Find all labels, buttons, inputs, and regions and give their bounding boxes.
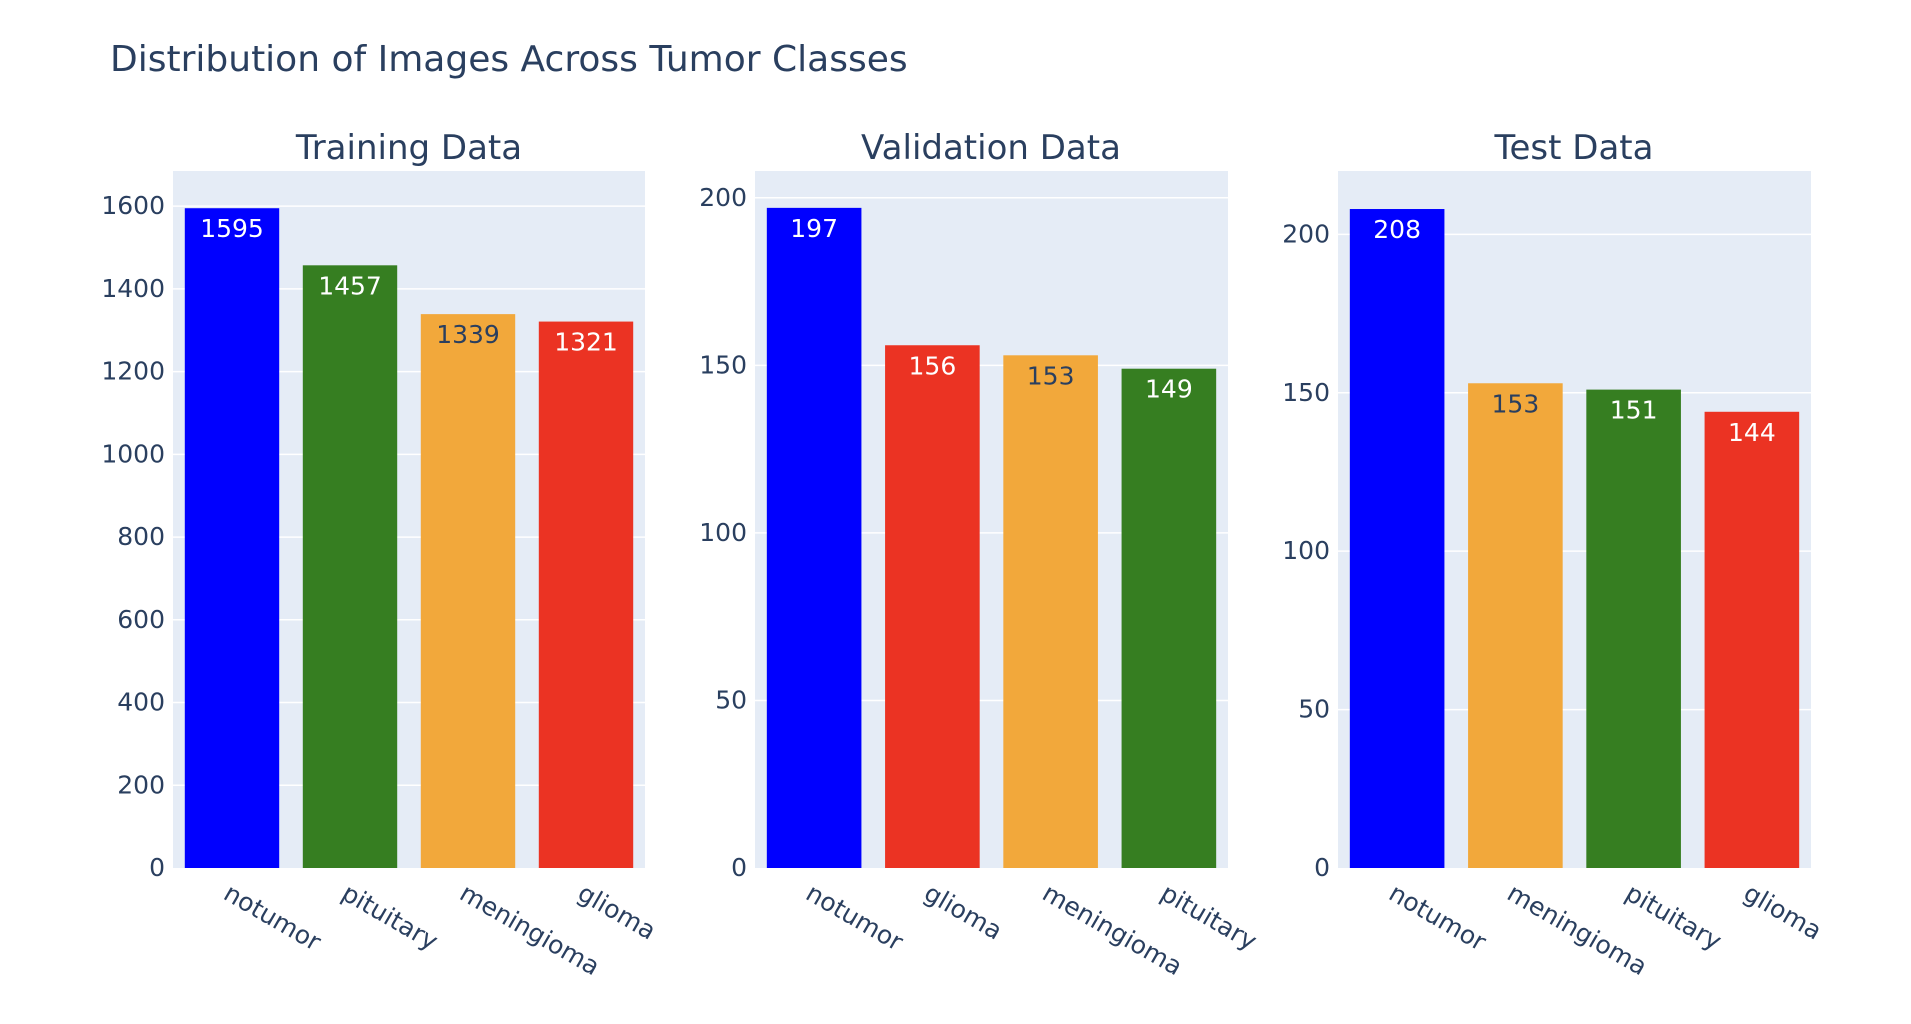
subplot-training: 1595 1457 1339 1321 0 200 400 600 800 1000 1200 14… — [101, 128, 661, 981]
bar-value-label: 1457 — [318, 271, 382, 300]
x-tick-label: glioma — [1739, 878, 1827, 945]
subplot-title-validation: Validation Data — [861, 128, 1121, 168]
bar-pituitary — [302, 265, 398, 869]
y-axis-test: 0 50 100 150 200 — [1282, 219, 1330, 882]
y-tick-label: 100 — [1282, 536, 1330, 565]
y-tick-label: 600 — [117, 605, 165, 634]
x-tick-label: notumor — [219, 878, 327, 957]
y-tick-label: 400 — [117, 688, 165, 717]
y-tick-label: 0 — [149, 853, 165, 882]
subplot-title-training: Training Data — [295, 128, 522, 168]
x-tick-label: pituitary — [1621, 878, 1727, 956]
y-tick-label: 0 — [731, 853, 747, 882]
bar-value-label: 149 — [1145, 375, 1193, 404]
bar-value-label: 197 — [790, 214, 838, 243]
bar-meningioma — [1468, 383, 1563, 868]
y-tick-label: 1200 — [101, 357, 165, 386]
bar-value-label: 144 — [1728, 418, 1776, 447]
y-axis-validation: 0 50 100 150 200 — [699, 183, 747, 882]
bar-value-label: 208 — [1373, 215, 1421, 244]
bar-glioma — [885, 345, 980, 868]
bar-value-label: 1595 — [200, 214, 264, 243]
y-tick-label: 100 — [699, 518, 747, 547]
y-tick-label: 1000 — [101, 439, 165, 468]
bar-value-label: 1339 — [436, 320, 500, 349]
bar-notumor — [184, 208, 280, 868]
x-tick-label: glioma — [919, 878, 1007, 945]
bar-value-label: 153 — [1492, 389, 1540, 418]
y-tick-label: 50 — [715, 685, 747, 714]
bar-labels-test: 208 153 151 144 — [1373, 215, 1775, 447]
bar-glioma — [1704, 411, 1800, 868]
bar-value-label: 151 — [1610, 396, 1658, 425]
bar-value-label: 153 — [1027, 361, 1075, 390]
x-tick-label: glioma — [573, 878, 661, 945]
subplot-title-test: Test Data — [1494, 128, 1654, 168]
figure-title: Distribution of Images Across Tumor Clas… — [110, 39, 908, 80]
bar-pituitary — [1121, 368, 1217, 868]
x-tick-label: notumor — [801, 878, 909, 957]
bar-labels-validation: 197 156 153 149 — [790, 214, 1192, 404]
subplot-validation: 197 156 153 149 0 50 100 150 200 notumor glioma m… — [699, 128, 1262, 981]
bar-value-label: 156 — [909, 351, 957, 380]
y-tick-label: 1400 — [101, 274, 165, 303]
y-tick-label: 150 — [1282, 378, 1330, 407]
y-tick-label: 200 — [117, 770, 165, 799]
bar-labels-training: 1595 1457 1339 1321 — [200, 214, 618, 356]
bar-notumor — [1349, 209, 1445, 868]
bar-notumor — [766, 207, 862, 868]
bars-test — [1349, 209, 1800, 868]
y-tick-label: 200 — [699, 183, 747, 212]
x-tick-label: pituitary — [1156, 878, 1262, 956]
subplot-test: 208 153 151 144 0 50 100 150 200 notumor meningi… — [1282, 128, 1826, 981]
y-tick-label: 50 — [1298, 695, 1330, 724]
y-tick-label: 200 — [1282, 219, 1330, 248]
bar-value-label: 1321 — [554, 328, 618, 357]
y-tick-label: 0 — [1314, 853, 1330, 882]
x-tick-label: notumor — [1384, 878, 1492, 957]
x-tick-label: pituitary — [337, 878, 443, 956]
y-tick-label: 1600 — [101, 191, 165, 220]
bar-meningioma — [1003, 355, 1098, 869]
y-tick-label: 800 — [117, 522, 165, 551]
bars-training — [184, 208, 634, 869]
bar-glioma — [538, 321, 634, 868]
bar-pituitary — [1586, 389, 1681, 868]
bars-validation — [766, 207, 1217, 869]
y-axis-training: 0 200 400 600 800 1000 1200 1400 1600 — [101, 191, 165, 882]
y-tick-label: 150 — [699, 350, 747, 379]
bar-meningioma — [420, 314, 516, 868]
